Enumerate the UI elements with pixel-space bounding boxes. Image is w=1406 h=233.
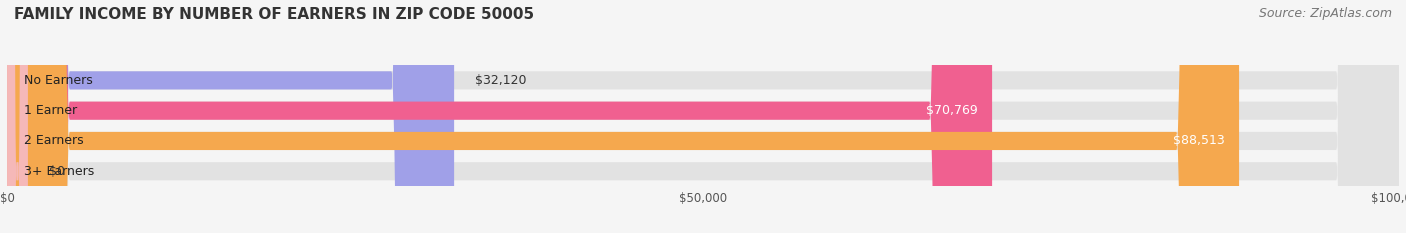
Text: $70,769: $70,769 [927,104,979,117]
Text: 1 Earner: 1 Earner [24,104,77,117]
Text: Source: ZipAtlas.com: Source: ZipAtlas.com [1258,7,1392,20]
Text: $32,120: $32,120 [475,74,526,87]
FancyBboxPatch shape [7,0,28,233]
Text: 2 Earners: 2 Earners [24,134,83,147]
FancyBboxPatch shape [7,0,993,233]
FancyBboxPatch shape [7,0,1399,233]
Text: FAMILY INCOME BY NUMBER OF EARNERS IN ZIP CODE 50005: FAMILY INCOME BY NUMBER OF EARNERS IN ZI… [14,7,534,22]
Text: $0: $0 [49,165,65,178]
Text: $88,513: $88,513 [1174,134,1225,147]
Text: 3+ Earners: 3+ Earners [24,165,94,178]
FancyBboxPatch shape [7,0,1399,233]
FancyBboxPatch shape [7,0,1399,233]
Text: No Earners: No Earners [24,74,93,87]
FancyBboxPatch shape [7,0,454,233]
FancyBboxPatch shape [7,0,1239,233]
FancyBboxPatch shape [7,0,1399,233]
